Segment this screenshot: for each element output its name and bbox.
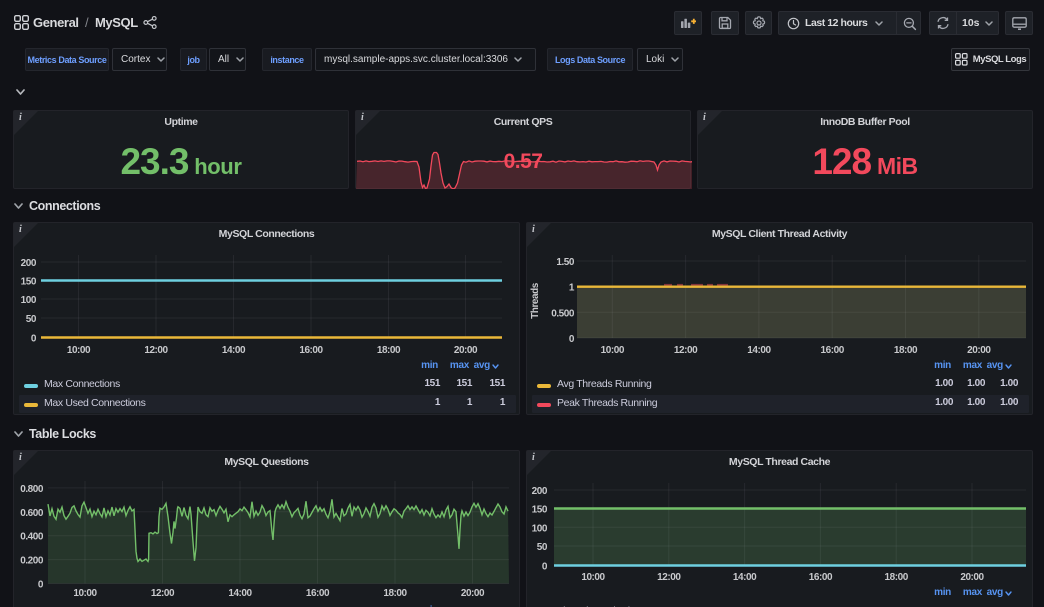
svg-text:20:00: 20:00 — [967, 345, 991, 356]
svg-text:150: 150 — [532, 505, 548, 516]
svg-text:16:00: 16:00 — [821, 345, 845, 356]
svg-text:12:00: 12:00 — [151, 588, 175, 599]
svg-text:0: 0 — [542, 562, 548, 573]
svg-text:16:00: 16:00 — [809, 572, 833, 583]
svg-text:100: 100 — [532, 523, 548, 534]
svg-text:150: 150 — [21, 277, 37, 288]
svg-text:0.400: 0.400 — [20, 532, 44, 543]
svg-text:1.50: 1.50 — [556, 257, 575, 268]
svg-text:200: 200 — [532, 486, 548, 497]
svg-text:16:00: 16:00 — [306, 588, 330, 599]
svg-text:0.800: 0.800 — [20, 484, 44, 495]
svg-text:16:00: 16:00 — [299, 345, 323, 356]
svg-text:50: 50 — [537, 542, 548, 553]
svg-text:18:00: 18:00 — [377, 345, 401, 356]
svg-text:10:00: 10:00 — [67, 345, 91, 356]
svg-text:10:00: 10:00 — [73, 588, 97, 599]
svg-text:0: 0 — [38, 580, 44, 591]
svg-text:20:00: 20:00 — [454, 345, 478, 356]
svg-text:20:00: 20:00 — [960, 572, 984, 583]
svg-text:10:00: 10:00 — [601, 345, 625, 356]
svg-text:18:00: 18:00 — [885, 572, 909, 583]
svg-text:14:00: 14:00 — [747, 345, 771, 356]
svg-text:50: 50 — [26, 314, 37, 325]
svg-text:14:00: 14:00 — [222, 345, 246, 356]
svg-text:100: 100 — [21, 295, 37, 306]
svg-text:Threads: Threads — [530, 282, 541, 319]
svg-text:0: 0 — [569, 334, 575, 345]
svg-text:200: 200 — [21, 258, 37, 269]
svg-text:18:00: 18:00 — [383, 588, 407, 599]
svg-text:0.200: 0.200 — [20, 556, 44, 567]
svg-text:12:00: 12:00 — [657, 572, 681, 583]
svg-text:14:00: 14:00 — [733, 572, 757, 583]
svg-text:12:00: 12:00 — [674, 345, 698, 356]
svg-text:0: 0 — [31, 334, 37, 345]
svg-text:14:00: 14:00 — [228, 588, 252, 599]
svg-text:0.500: 0.500 — [551, 308, 575, 319]
svg-text:1: 1 — [569, 283, 575, 294]
svg-text:10:00: 10:00 — [581, 572, 605, 583]
svg-text:12:00: 12:00 — [144, 345, 168, 356]
svg-text:18:00: 18:00 — [894, 345, 918, 356]
svg-text:0.600: 0.600 — [20, 508, 44, 519]
svg-text:20:00: 20:00 — [461, 588, 485, 599]
